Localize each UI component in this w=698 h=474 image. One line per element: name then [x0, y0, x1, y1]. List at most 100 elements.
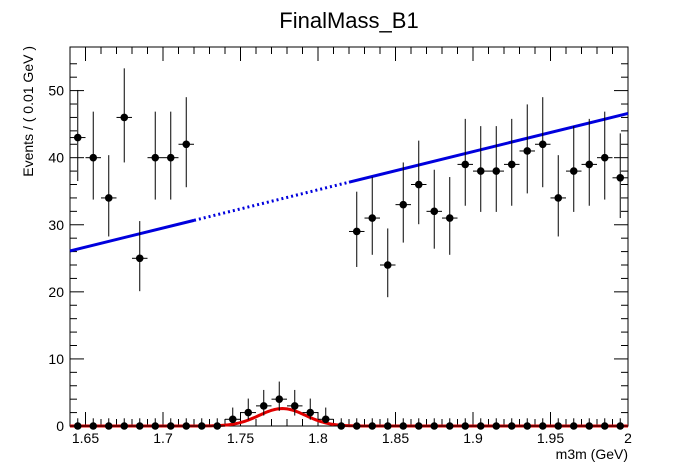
- data-point: [395, 418, 411, 430]
- data-point: [70, 418, 86, 430]
- data-marker: [538, 422, 547, 430]
- data-marker: [616, 174, 625, 182]
- data-point: [147, 111, 163, 200]
- background-fit-interpolated: [193, 180, 350, 222]
- data-point: [473, 418, 489, 430]
- data-marker: [476, 422, 485, 430]
- data-point: [116, 418, 132, 430]
- data-marker: [399, 422, 408, 430]
- data-marker: [182, 140, 191, 149]
- data-marker: [166, 422, 175, 430]
- data-point: [488, 126, 504, 212]
- data-marker: [492, 422, 501, 430]
- data-marker: [616, 422, 625, 430]
- y-axis-label: Events / ( 0.01 GeV ): [20, 46, 36, 177]
- data-point: [178, 418, 194, 430]
- data-point: [426, 169, 442, 249]
- data-marker: [585, 422, 594, 430]
- data-point: [271, 381, 287, 411]
- data-point: [194, 418, 210, 430]
- x-tick-label: 1.8: [308, 430, 328, 446]
- data-marker: [476, 167, 485, 175]
- data-marker: [352, 422, 361, 430]
- data-marker: [275, 395, 284, 403]
- data-marker: [445, 422, 454, 430]
- data-marker: [73, 133, 82, 142]
- data-marker: [383, 261, 392, 269]
- data-marker: [120, 113, 129, 122]
- data-point: [519, 418, 535, 430]
- data-marker: [290, 402, 299, 410]
- data-point: [504, 418, 520, 430]
- x-tick-label: 2: [624, 430, 632, 446]
- data-point: [581, 118, 597, 206]
- data-point: [70, 89, 86, 182]
- data-point: [380, 418, 396, 430]
- data-marker: [104, 194, 113, 202]
- data-point: [550, 418, 566, 430]
- data-marker: [399, 200, 408, 209]
- data-point: [426, 418, 442, 430]
- y-tick-label: 50: [48, 83, 64, 99]
- data-marker: [523, 422, 532, 430]
- data-marker: [507, 422, 516, 430]
- data-marker: [352, 227, 361, 236]
- data-marker: [151, 422, 160, 430]
- data-marker: [368, 214, 377, 222]
- data-point: [457, 418, 473, 430]
- data-points: [70, 68, 628, 430]
- data-marker: [151, 153, 160, 162]
- data-marker: [461, 160, 470, 169]
- data-point: [411, 140, 427, 225]
- chart-title: FinalMass_B1: [279, 8, 418, 33]
- data-marker: [414, 180, 423, 189]
- data-point: [349, 418, 365, 430]
- data-point: [364, 177, 380, 255]
- data-point: [132, 221, 148, 292]
- data-point: [597, 111, 613, 200]
- data-marker: [554, 194, 563, 202]
- data-point: [442, 177, 458, 255]
- background-fit-curve: [69, 111, 629, 253]
- data-point: [535, 418, 551, 430]
- data-marker: [306, 408, 315, 417]
- data-marker: [461, 422, 470, 430]
- x-axis: 1.65 1.7 1.75 1.8 1.85 1.9 1.95 2: [69, 47, 632, 446]
- plot-frame: [69, 46, 629, 427]
- y-tick-label: 0: [56, 418, 64, 434]
- x-tick-label: 1.95: [537, 430, 564, 446]
- data-point: [287, 389, 303, 416]
- data-point: [581, 418, 597, 430]
- data-marker: [523, 147, 532, 155]
- x-tick-label: 1.65: [72, 430, 99, 446]
- data-point: [225, 407, 241, 424]
- x-tick-label: 1.9: [463, 430, 483, 446]
- data-point: [163, 111, 179, 200]
- data-point: [364, 418, 380, 430]
- data-marker: [600, 153, 609, 162]
- data-point: [519, 104, 535, 194]
- data-point: [597, 418, 613, 430]
- data-point: [504, 118, 520, 206]
- data-marker: [368, 422, 377, 430]
- data-marker: [337, 422, 346, 430]
- data-point: [116, 68, 132, 163]
- data-point: [566, 418, 582, 430]
- data-point: [612, 418, 628, 430]
- x-tick-label: 1.75: [227, 430, 254, 446]
- data-point: [85, 418, 101, 430]
- data-marker: [569, 167, 578, 175]
- data-marker: [228, 415, 237, 424]
- data-marker: [445, 214, 454, 222]
- data-marker: [554, 422, 563, 430]
- data-point: [240, 398, 256, 420]
- x-tick-label: 1.85: [382, 430, 409, 446]
- data-marker: [197, 422, 206, 430]
- data-point: [535, 97, 551, 188]
- y-tick-label: 20: [48, 284, 64, 300]
- data-marker: [213, 422, 222, 430]
- data-point: [550, 155, 566, 237]
- y-tick-label: 30: [48, 217, 64, 233]
- data-marker: [321, 415, 330, 424]
